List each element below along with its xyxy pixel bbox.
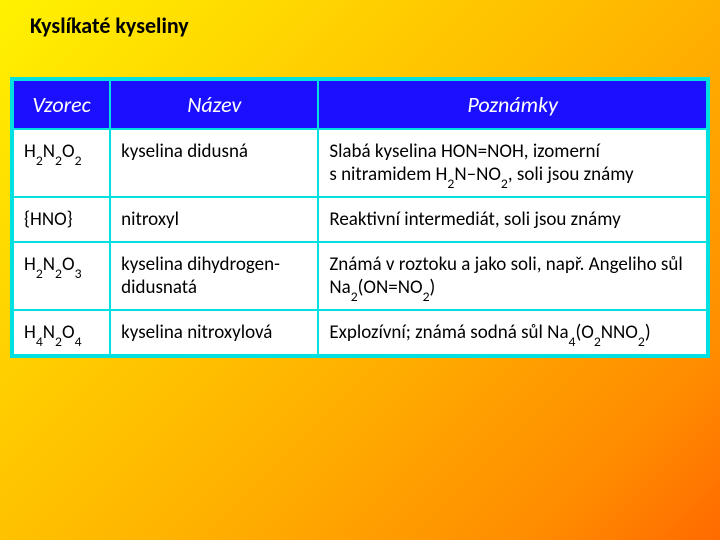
header-name: Název xyxy=(110,80,318,129)
cell-formula: H4N2O4 xyxy=(13,310,110,355)
cell-name: kyselina nitroxylová xyxy=(110,310,318,355)
table-row: H2N2O2 kyselina didusná Slabá kyselina H… xyxy=(13,129,707,197)
cell-note: Reaktivní intermediát, soli jsou známy xyxy=(318,197,707,242)
table-row: H4N2O4 kyselina nitroxylová Explozívní; … xyxy=(13,310,707,355)
cell-note: Slabá kyselina HON=NOH, izomerní s nitra… xyxy=(318,129,707,197)
cell-name: nitroxyl xyxy=(110,197,318,242)
acid-table: Vzorec Název Poznámky H2N2O2 kyselina di… xyxy=(12,79,708,356)
header-formula: Vzorec xyxy=(13,80,110,129)
cell-formula: {HNO} xyxy=(13,197,110,242)
table-row: {HNO} nitroxyl Reaktivní intermediát, so… xyxy=(13,197,707,242)
cell-name: kyselina didusná xyxy=(110,129,318,197)
cell-formula: H2N2O2 xyxy=(13,129,110,197)
cell-note: Známá v roztoku a jako soli, např. Angel… xyxy=(318,242,707,310)
table-header-row: Vzorec Název Poznámky xyxy=(13,80,707,129)
table-row: H2N2O3 kyselina dihydrogen-didusnatá Zná… xyxy=(13,242,707,310)
cell-name: kyselina dihydrogen-didusnatá xyxy=(110,242,318,310)
cell-formula: H2N2O3 xyxy=(13,242,110,310)
page-title: Kyslíkaté kyseliny xyxy=(0,0,720,39)
acid-table-wrap: Vzorec Název Poznámky H2N2O2 kyselina di… xyxy=(10,77,710,358)
header-note: Poznámky xyxy=(318,80,707,129)
cell-note: Explozívní; známá sodná sůl Na4(O2NNO2) xyxy=(318,310,707,355)
